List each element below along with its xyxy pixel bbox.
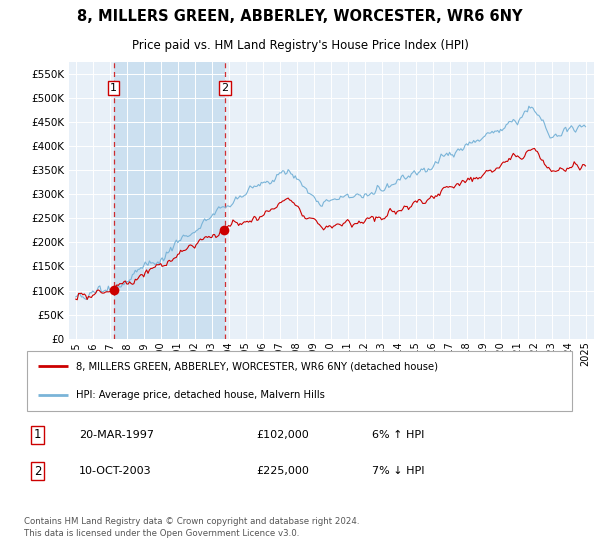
Text: 6% ↑ HPI: 6% ↑ HPI — [372, 430, 424, 440]
Text: HPI: Average price, detached house, Malvern Hills: HPI: Average price, detached house, Malv… — [76, 390, 325, 400]
Text: 7% ↓ HPI: 7% ↓ HPI — [372, 466, 424, 476]
Text: 10-OCT-2003: 10-OCT-2003 — [79, 466, 152, 476]
Text: £102,000: £102,000 — [256, 430, 308, 440]
FancyBboxPatch shape — [27, 352, 572, 410]
Text: 20-MAR-1997: 20-MAR-1997 — [79, 430, 154, 440]
Text: Price paid vs. HM Land Registry's House Price Index (HPI): Price paid vs. HM Land Registry's House … — [131, 39, 469, 53]
Text: 2: 2 — [34, 465, 41, 478]
Text: Contains HM Land Registry data © Crown copyright and database right 2024.
This d: Contains HM Land Registry data © Crown c… — [24, 517, 359, 538]
Text: 1: 1 — [110, 83, 117, 93]
Text: £225,000: £225,000 — [256, 466, 309, 476]
Text: 8, MILLERS GREEN, ABBERLEY, WORCESTER, WR6 6NY: 8, MILLERS GREEN, ABBERLEY, WORCESTER, W… — [77, 9, 523, 24]
Text: 8, MILLERS GREEN, ABBERLEY, WORCESTER, WR6 6NY (detached house): 8, MILLERS GREEN, ABBERLEY, WORCESTER, W… — [76, 361, 439, 371]
Text: 1: 1 — [34, 428, 41, 441]
Text: 2: 2 — [221, 83, 229, 93]
Bar — [113, 62, 225, 339]
